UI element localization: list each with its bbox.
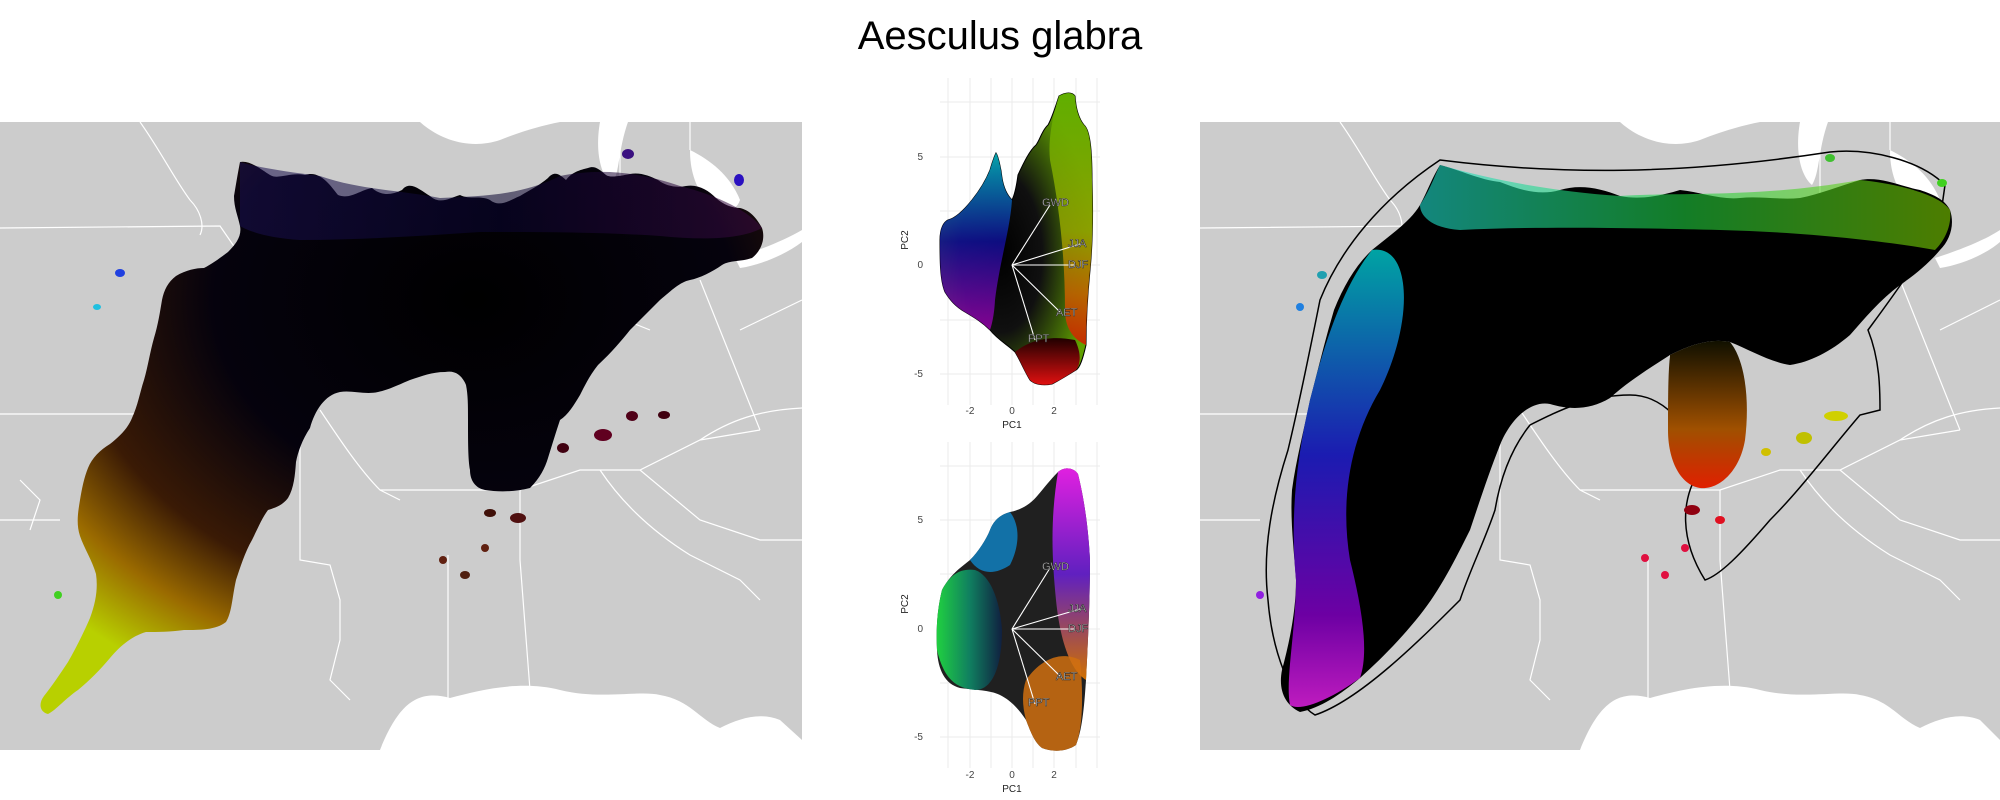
pca-top-ytick: 0 xyxy=(917,260,923,271)
pca-top-polygon-west xyxy=(940,153,1012,330)
pca-bottom-ytick: 5 xyxy=(917,515,923,526)
pca-bottom-label-djf: DJF xyxy=(1068,623,1088,635)
left-map-lake-superior xyxy=(420,122,560,144)
pca-top-xtick: -2 xyxy=(966,406,975,417)
pca-bottom-vector-labels: GWD JJA DJF AET PPT xyxy=(1028,561,1089,710)
right-map xyxy=(1199,121,2000,750)
right-map-outliers xyxy=(1256,154,1947,599)
pca-bottom-xlabel: PC1 xyxy=(1002,784,1022,795)
pca-bottom-panel: GWD JJA DJF AET PPT -2 0 2 5 0 -5 PC1 PC… xyxy=(900,442,1100,795)
pca-bottom-cloud-south xyxy=(1023,656,1083,751)
pca-bottom-ylabel: PC2 xyxy=(900,594,911,614)
right-map-range-south-lobe xyxy=(1668,340,1747,489)
pca-bottom-vectors xyxy=(1011,567,1081,705)
pca-top-vector-ppt xyxy=(1011,264,1036,341)
pca-bottom-label-aet: AET xyxy=(1056,671,1078,683)
right-map-range-west xyxy=(1288,249,1404,707)
pca-bottom-xtick: -2 xyxy=(966,770,975,781)
pca-bottom-ticks: -2 0 2 5 0 -5 xyxy=(914,515,1057,781)
right-map-gulf xyxy=(1580,685,2000,750)
pca-bottom-cloud-north xyxy=(970,512,1018,572)
pca-top-ticks: -2 0 2 5 0 -5 xyxy=(914,152,1057,417)
pca-bottom-vector-ppt xyxy=(1011,628,1036,705)
pca-top-vector-labels: GWD JJA DJF AET PPT xyxy=(1028,197,1089,346)
pca-top-vector-gwd xyxy=(1011,204,1051,266)
left-map xyxy=(0,121,803,750)
right-map-range-north xyxy=(1420,165,1951,250)
pca-bottom-cloud-west xyxy=(936,569,1002,690)
pca-bottom-ytick: -5 xyxy=(914,732,923,743)
pca-top-label-djf: DJF xyxy=(1068,259,1088,271)
pca-top-ylabel: PC2 xyxy=(900,230,911,250)
left-map-outliers xyxy=(54,149,744,599)
left-map-range xyxy=(40,161,764,715)
pca-bottom-label-jja: JJA xyxy=(1068,603,1087,615)
pca-bottom-xtick: 0 xyxy=(1009,770,1015,781)
pca-top-label-gwd: GWD xyxy=(1042,197,1069,209)
pca-bottom-label-gwd: GWD xyxy=(1042,561,1069,573)
pca-bottom-ytick: 0 xyxy=(917,624,923,635)
right-map-range xyxy=(1280,165,1952,712)
pca-bottom-vector-jja xyxy=(1011,608,1081,630)
pca-top-xlabel: PC1 xyxy=(1002,420,1022,431)
pca-bottom-xtick: 2 xyxy=(1051,770,1057,781)
pca-top-polygon-south xyxy=(1015,338,1080,385)
pca-top-vectors xyxy=(1011,204,1081,341)
pca-top-ytick: 5 xyxy=(917,152,923,163)
pca-top-xtick: 2 xyxy=(1051,406,1057,417)
pca-top-ytick: -5 xyxy=(914,369,923,380)
pca-bottom-label-ppt: PPT xyxy=(1028,697,1050,709)
pca-top-vector-aet xyxy=(1011,264,1061,313)
pca-bottom-vector-gwd xyxy=(1011,567,1051,630)
left-map-gulf xyxy=(380,685,802,750)
pca-top-label-aet: AET xyxy=(1056,307,1078,319)
pca-top-polygon-east xyxy=(1049,93,1093,345)
left-map-range-north xyxy=(240,162,762,240)
pca-bottom-vector-aet xyxy=(1011,628,1061,677)
pca-top-label-jja: JJA xyxy=(1068,238,1087,250)
left-map-lake-erie xyxy=(735,230,802,268)
pca-top-xtick: 0 xyxy=(1009,406,1015,417)
pca-top-panel: GWD JJA DJF AET PPT -2 0 2 5 0 -5 PC1 PC… xyxy=(900,78,1100,431)
right-map-lake-superior xyxy=(1620,122,1760,144)
pca-bottom-cloud-east xyxy=(1052,468,1090,680)
pca-top-label-ppt: PPT xyxy=(1028,333,1050,345)
pca-top-vector-jja xyxy=(1011,243,1081,266)
right-map-lake-erie xyxy=(1935,230,2000,268)
figure-title: Aesculus glabra xyxy=(857,14,1143,58)
